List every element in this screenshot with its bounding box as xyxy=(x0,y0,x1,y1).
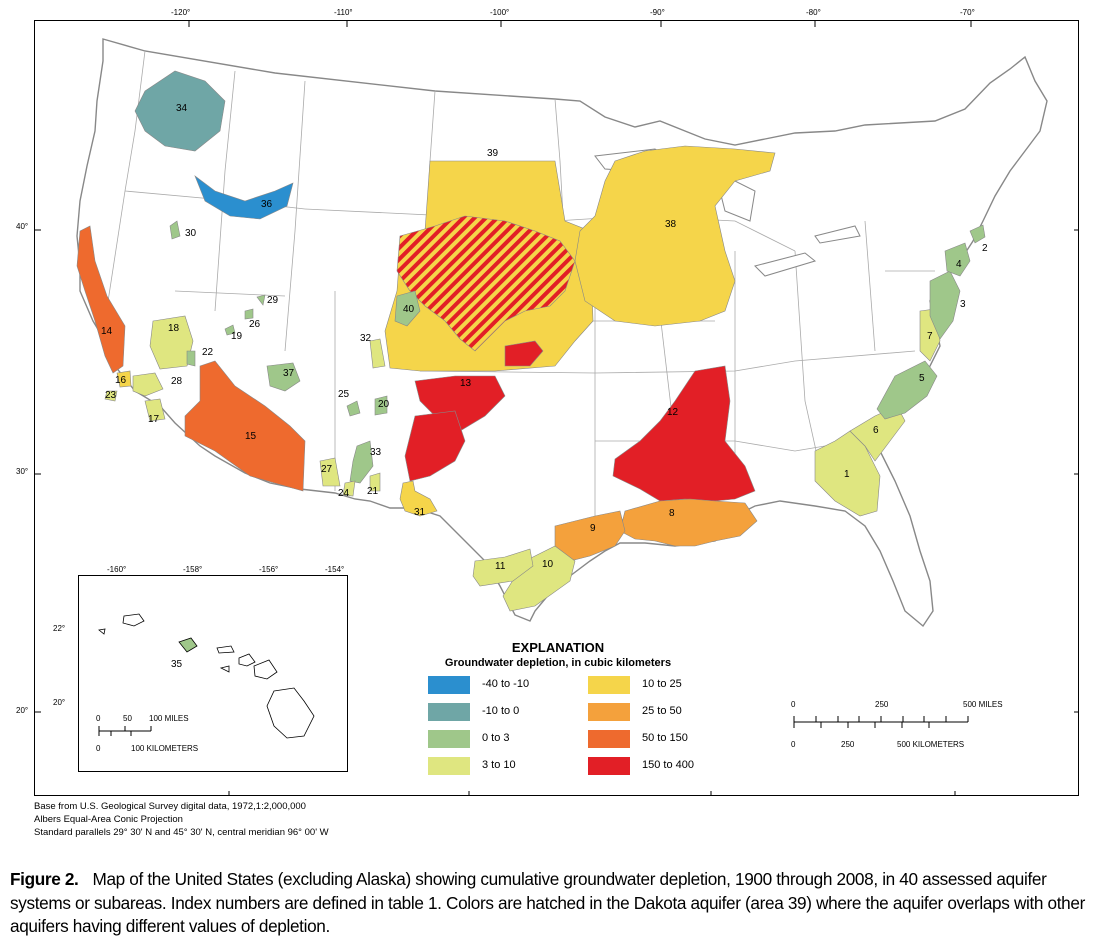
region-label: 38 xyxy=(665,219,677,230)
legend-swatch xyxy=(428,676,470,694)
legend-item-label: -10 to 0 xyxy=(482,705,520,717)
inset-latitude-tick-label: 20° xyxy=(53,698,66,707)
region-label: 40 xyxy=(403,304,415,315)
region-label: 6 xyxy=(873,425,879,436)
inset-longitude-tick-label: -158° xyxy=(183,565,203,574)
region-label: 30 xyxy=(185,228,197,239)
legend-title: EXPLANATION xyxy=(511,640,605,655)
region-label: 3 xyxy=(960,299,966,310)
region-label: 21 xyxy=(367,486,379,497)
inset-scale-miles-label: 100 MILES xyxy=(149,714,189,723)
region-label: 27 xyxy=(321,464,333,475)
scale-miles-label: 500 MILES xyxy=(963,700,1003,709)
legend-item-label: -40 to -10 xyxy=(482,678,530,690)
latitude-tick-label: 40° xyxy=(16,222,29,231)
inset-scale-miles-label: 50 xyxy=(123,714,132,723)
region-label: 9 xyxy=(590,523,596,534)
region-label: 37 xyxy=(283,368,295,379)
legend-swatch xyxy=(588,757,630,775)
scale-km-label: 500 KILOMETERS xyxy=(897,740,965,749)
inset-latitude-tick-label: 22° xyxy=(53,624,66,633)
legend-item-label: 3 to 10 xyxy=(482,759,516,771)
region-label: 18 xyxy=(168,323,180,334)
legend-swatch xyxy=(428,757,470,775)
region-label: 32 xyxy=(360,333,372,344)
latitude-tick-label: 30° xyxy=(16,467,29,476)
credit-line: Albers Equal-Area Conic Projection xyxy=(34,814,183,825)
inset-scale-miles-label: 0 xyxy=(96,714,101,723)
region-label: 19 xyxy=(231,331,243,342)
legend-item-label: 10 to 25 xyxy=(642,678,682,690)
region-label: 31 xyxy=(414,507,426,518)
region-label: 24 xyxy=(338,488,350,499)
region-label: 35 xyxy=(171,659,183,670)
longitude-tick-label: -100° xyxy=(490,8,510,17)
legend-swatch xyxy=(588,730,630,748)
region-label: 34 xyxy=(176,103,188,114)
scale-miles-label: 0 xyxy=(791,700,796,709)
legend-item-label: 50 to 150 xyxy=(642,732,688,744)
caption-text: Map of the United States (excluding Alas… xyxy=(10,869,1085,936)
region-label: 10 xyxy=(542,559,554,570)
inset-longitude-tick-label: -154° xyxy=(325,565,345,574)
hawaii-inset: -160° -158° -156° -154° 22° 20° 35 0 50 … xyxy=(53,565,348,772)
inset-scale-km-label: 100 KILOMETERS xyxy=(131,744,199,753)
credit-line: Standard parallels 29° 30' N and 45° 30'… xyxy=(34,827,329,838)
region-label: 39 xyxy=(487,148,499,159)
scale-miles-label: 250 xyxy=(875,700,889,709)
longitude-tick-label: -70° xyxy=(960,8,975,17)
scale-km-label: 0 xyxy=(791,740,796,749)
region-label: 11 xyxy=(495,561,506,572)
region-label: 13 xyxy=(460,378,472,389)
region-label: 8 xyxy=(669,508,675,519)
region-label: 20 xyxy=(378,399,390,410)
region-label: 23 xyxy=(105,390,117,401)
longitude-tick-label: -110° xyxy=(334,8,353,17)
latitude-tick-label: 20° xyxy=(16,706,29,715)
hawaii-islands: 35 xyxy=(98,613,315,739)
region-label: 36 xyxy=(261,199,273,210)
inset-scale-km-label: 0 xyxy=(96,744,101,753)
map-credits: Base from U.S. Geological Survey digital… xyxy=(34,800,329,839)
region-label: 15 xyxy=(245,431,257,442)
legend-swatch xyxy=(428,703,470,721)
scale-km-label: 250 xyxy=(841,740,855,749)
figure-caption: Figure 2. Map of the United States (exclu… xyxy=(10,868,1090,939)
region-label: 2 xyxy=(982,243,988,254)
legend-subtitle: Groundwater depletion, in cubic kilomete… xyxy=(444,657,672,669)
region-label: 14 xyxy=(101,326,113,337)
legend-item-label: 25 to 50 xyxy=(642,705,682,717)
credit-line: Base from U.S. Geological Survey digital… xyxy=(34,801,306,812)
region-label: 7 xyxy=(927,331,933,342)
figure-label: Figure 2. xyxy=(10,869,79,889)
us-map: 34 36 30 39 38 14 18 29 26 19 22 40 32 3… xyxy=(35,21,1078,795)
scale-bar: 0 250 500 MILES 0 250 500 KILOMETERS xyxy=(790,700,1003,750)
legend-item-label: 0 to 3 xyxy=(482,732,510,744)
region-label: 22 xyxy=(202,347,214,358)
region-label: 16 xyxy=(115,375,127,386)
longitude-tick-label: -80° xyxy=(806,8,821,17)
inset-longitude-tick-label: -160° xyxy=(107,565,127,574)
longitude-tick-label: -90° xyxy=(650,8,665,17)
region-label: 4 xyxy=(956,259,962,270)
legend-swatch xyxy=(428,730,470,748)
region-label: 1 xyxy=(844,469,850,480)
legend-item-label: 150 to 400 xyxy=(642,759,694,771)
inset-longitude-tick-label: -156° xyxy=(259,565,279,574)
longitude-tick-label: -120° xyxy=(171,8,191,17)
region-label: 17 xyxy=(148,414,160,425)
region-label: 28 xyxy=(171,376,183,387)
region-label: 12 xyxy=(667,407,679,418)
legend-swatch xyxy=(588,676,630,694)
legend-swatch xyxy=(588,703,630,721)
region-label: 5 xyxy=(919,373,925,384)
region-label: 29 xyxy=(267,295,279,306)
region-label: 25 xyxy=(338,389,350,400)
region-label: 26 xyxy=(249,319,261,330)
region-label: 33 xyxy=(370,447,382,458)
